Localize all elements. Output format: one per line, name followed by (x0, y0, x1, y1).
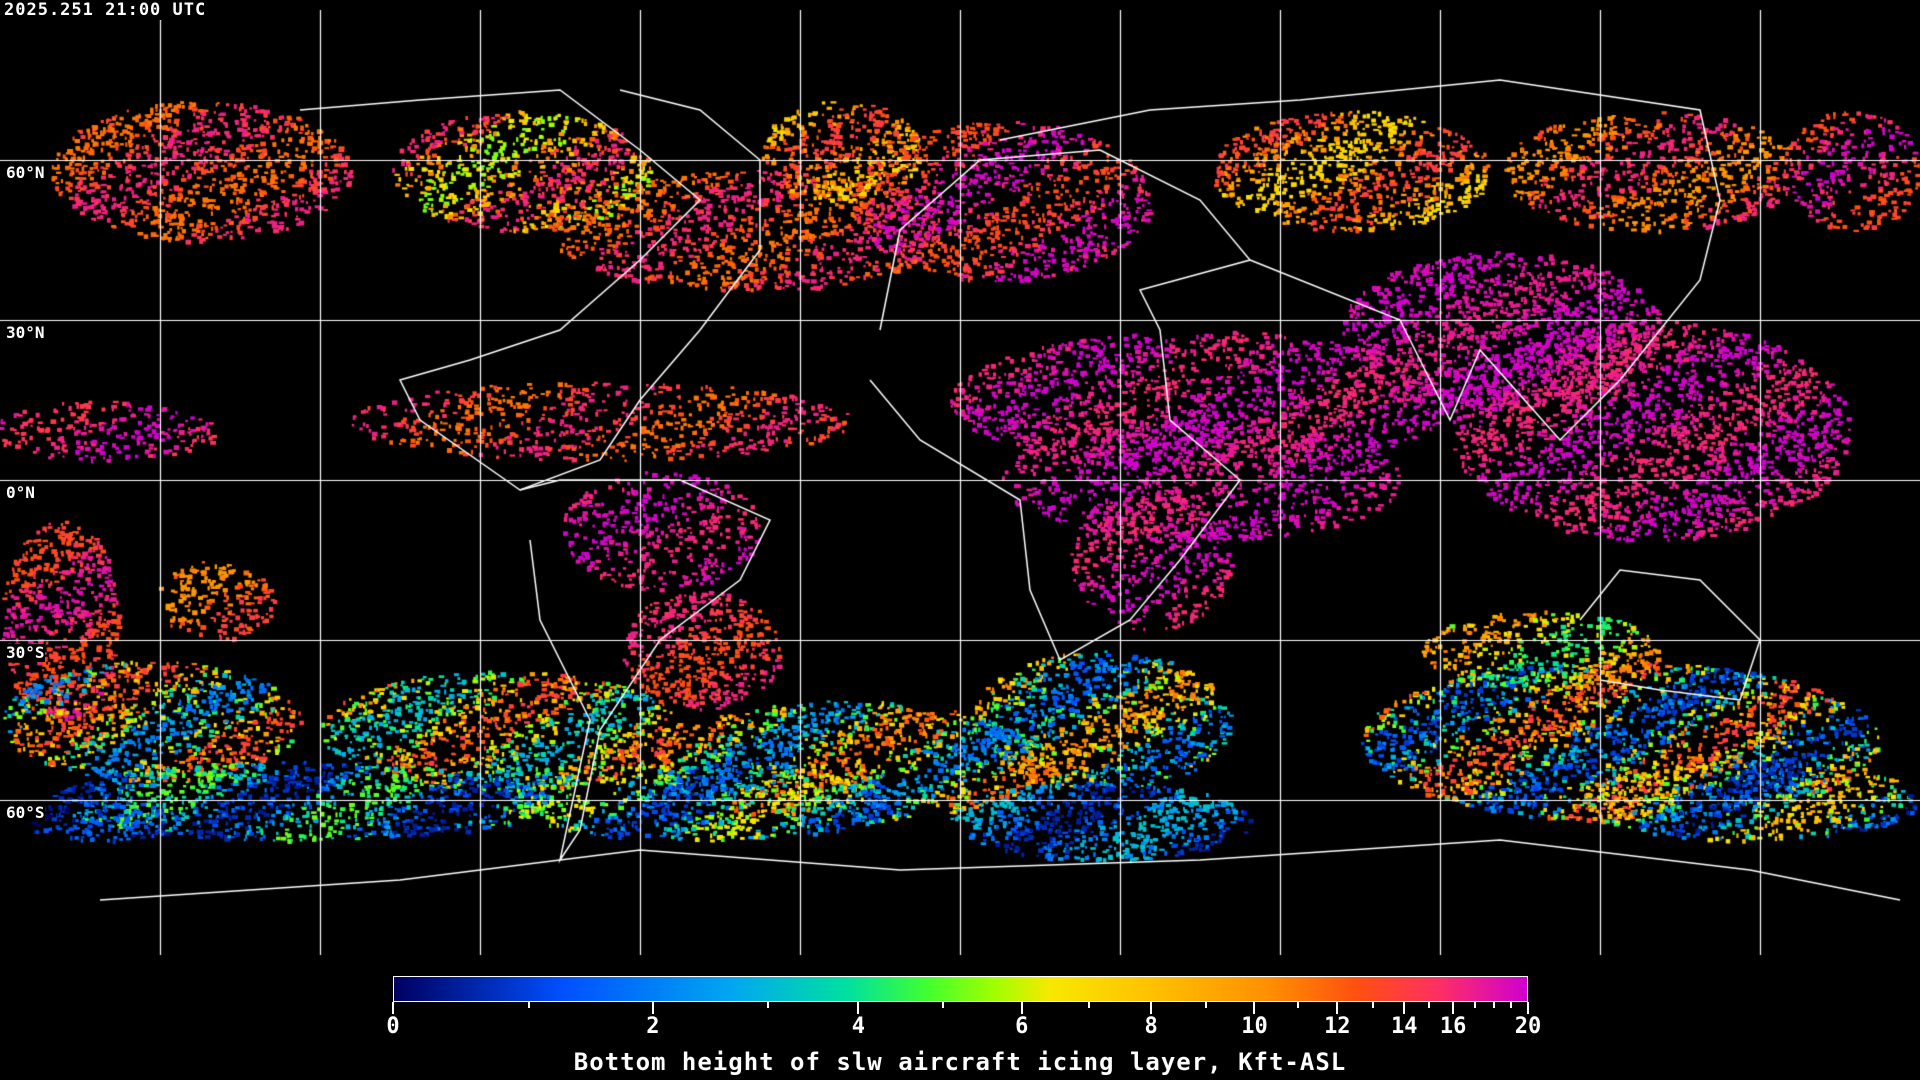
lat-label: 60°S (6, 803, 45, 822)
icing-map (0, 0, 1920, 960)
tick-label: 8 (1144, 1014, 1158, 1039)
tick-label: 6 (1015, 1014, 1029, 1039)
lat-label: 60°N (6, 163, 45, 182)
minor-tick (1492, 1002, 1495, 1008)
tick-label: 4 (851, 1014, 865, 1039)
minor-tick (1428, 1002, 1431, 1008)
major-tick (857, 1002, 860, 1014)
tick-label: 20 (1514, 1014, 1542, 1039)
tick-label: 16 (1439, 1014, 1467, 1039)
minor-tick (1371, 1002, 1374, 1008)
major-tick (651, 1002, 654, 1014)
lat-label: 30°N (6, 323, 45, 342)
tick-label: 12 (1324, 1014, 1351, 1039)
major-tick (1527, 1002, 1529, 1014)
tick-label: 2 (646, 1014, 660, 1039)
minor-tick (1509, 1002, 1512, 1008)
lat-label: 30°S (6, 643, 45, 662)
minor-tick (1087, 1002, 1090, 1008)
major-tick (392, 1002, 394, 1014)
colorbar-title: Bottom height of slw aircraft icing laye… (573, 1048, 1347, 1076)
major-tick (1020, 1002, 1023, 1014)
minor-tick (766, 1002, 769, 1008)
tick-label: 0 (386, 1014, 400, 1039)
colorbar-ticks: 0 2 4 6 8 10 12 14 16 20 (386, 1002, 1541, 1042)
lat-label: 0°N (6, 483, 35, 502)
minor-tick (1296, 1002, 1299, 1008)
major-tick (1150, 1002, 1153, 1014)
minor-tick (1204, 1002, 1207, 1008)
timestamp: 2025.251 21:00 UTC (2, 0, 209, 20)
major-tick (1253, 1002, 1256, 1014)
minor-tick (1473, 1002, 1476, 1008)
tick-label: 10 (1241, 1014, 1268, 1039)
minor-tick (528, 1002, 531, 1008)
major-tick (1403, 1002, 1406, 1014)
colorbar (393, 976, 1528, 1002)
major-tick (1452, 1002, 1455, 1014)
tick-label: 14 (1391, 1014, 1418, 1039)
major-tick (1336, 1002, 1339, 1014)
minor-tick (942, 1002, 945, 1008)
